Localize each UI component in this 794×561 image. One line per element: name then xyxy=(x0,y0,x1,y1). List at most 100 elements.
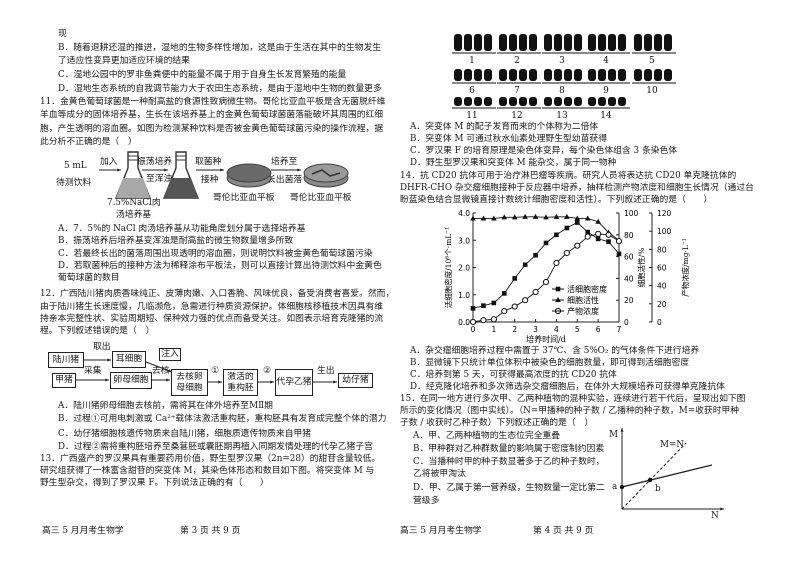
question-12-text: 程。下列叙述错误的是（ ） xyxy=(40,326,155,336)
m-axis-label: M xyxy=(609,430,619,440)
question-11-text: 羊血等成分的固体培养基，生长在该培养基上的金黄色葡萄球菌菌落能破坏其周围的红细 xyxy=(40,110,384,120)
y-axis-label: 活细胞密度/10⁶个·mL⁻¹ xyxy=(443,227,453,309)
chromosome-number: 4 xyxy=(603,56,609,66)
y-tick-label: 20 xyxy=(657,300,667,309)
enucleate-label: 去核 xyxy=(152,366,170,376)
chromosome-group-1: 1 xyxy=(452,34,496,66)
option-line: C．湿地公园中的罗非鱼粪便中的能量不属于用于自身生长发育繁殖的能量 xyxy=(58,70,347,80)
q11-option: 葡萄球菌的数目 xyxy=(58,273,120,283)
chromosome-group-2: 2 xyxy=(497,34,541,66)
question-13-text: 研究组获得了一株富含甜苷的突变体 M，其染色体形态和数目如下图。将突变体 M 与 xyxy=(40,466,375,476)
blood-agar-plate-colonies xyxy=(303,163,349,188)
chromosome-group-10: 10 xyxy=(632,69,676,96)
data-point xyxy=(501,291,507,296)
footer-page-number: 第 4 页 共 9 页 xyxy=(533,526,594,536)
arrow-add-head xyxy=(117,168,121,172)
data-point xyxy=(615,238,623,245)
box-reconstructed-embryo: 激活的重构胚 xyxy=(223,369,258,396)
data-point xyxy=(574,242,581,249)
q15-option: D．甲、乙属于第一营养级，生物数量一定比第二 xyxy=(413,483,605,493)
chromosome-number: 8 xyxy=(559,86,565,96)
y-tick-label: 20 xyxy=(624,296,634,305)
data-point xyxy=(605,231,612,238)
data-point xyxy=(501,214,508,220)
plate-label-2: 哥伦比亚血平板 xyxy=(290,193,352,203)
cell-culture-chart: 0.01.02.03.04.0活细胞密度/10⁶个·mL⁻¹0204060801… xyxy=(443,209,690,344)
box-surrogate-pig: 代孕乙猪 xyxy=(275,369,313,396)
arrow-take-head xyxy=(107,358,111,362)
point-b-label: b xyxy=(655,484,661,494)
y-tick-label: 60 xyxy=(624,253,634,262)
question-15-text: 所示的变化情况（图中实线）。（N=甲播种的种子数 / 乙播种的种子数，M=收获时… xyxy=(400,406,740,416)
data-point xyxy=(585,229,591,235)
point-a xyxy=(619,484,625,490)
q14-option: C．培养到第 5 天，可获得最高浓度的抗 CD20 抗体 xyxy=(410,370,617,380)
option-line: 现 xyxy=(58,29,67,39)
box-pig-jia: 甲猪 xyxy=(52,373,76,388)
y-tick-label: 40 xyxy=(657,282,667,291)
question-14-text: 盼蓝染色结合显微镜直接计数统计细胞密度和活性）。下列叙述正确的是（ ） xyxy=(400,195,713,205)
q15-option: 乙将被甲淘汰 xyxy=(413,469,466,479)
data-point xyxy=(470,215,476,221)
n-axis-head xyxy=(720,507,724,511)
arrow-shake-head xyxy=(164,168,168,172)
data-point xyxy=(584,215,591,221)
x-tick-label: 4 xyxy=(554,325,559,334)
q11-option: A．7．5%的 NaCl 肉汤培养基从功能角度划分属于选择培养基 xyxy=(58,224,306,234)
q15-option: B．甲种群对乙种群数量的影响属于密度制约因素 xyxy=(413,444,605,454)
sample-amount: 5 mL xyxy=(64,161,87,171)
shake-label: 振荡培养 xyxy=(137,157,173,167)
chromosome-group-11: 11 xyxy=(452,97,496,121)
chromosome-group-8: 8 xyxy=(542,69,586,96)
q14-option: D．经克隆化培养和多次筛选杂交瘤细胞后，在体外大规模培养可获得单克隆抗体 xyxy=(410,382,725,392)
arrow-birth-head xyxy=(333,380,337,384)
inoculate-label: 接种 xyxy=(201,175,219,185)
q15-option: A．甲、乙两种植物的生态位完全重叠 xyxy=(413,431,561,441)
chromosome-number: 11 xyxy=(466,111,477,121)
q12-option: D．过程②需将重构胚培养至桑葚胚或囊胚期再植入同期发情处理的代孕乙猪子宫 xyxy=(58,442,373,452)
arrow-collect-head xyxy=(105,378,109,382)
data-point xyxy=(564,225,570,231)
legend-label: 产物浓度 xyxy=(567,306,599,316)
data-point xyxy=(480,317,487,324)
data-point xyxy=(574,215,581,221)
y-tick-label: 0.0 xyxy=(458,318,470,327)
series-2: 产物浓度 xyxy=(469,230,623,326)
legend-label: 细胞活性 xyxy=(567,295,599,305)
y-tick-label: 80 xyxy=(657,245,667,254)
q11-option: B．振荡培养后培养基变浑浊是耐高盐的微生物数量增多所致 xyxy=(58,236,294,246)
data-point xyxy=(532,213,539,219)
chromosome-number: 3 xyxy=(559,56,565,66)
chromosome-number: 2 xyxy=(514,56,520,66)
question-13-text: 13．广西盛产的罗汉果具有重要药用价值，野生型罗汉果（2n=28）的甜苷含量较低… xyxy=(40,454,381,464)
blood-agar-plate xyxy=(226,163,272,188)
chromosome-group-9: 9 xyxy=(586,69,630,96)
medium-label: 7.5%NaCl肉 xyxy=(107,198,161,208)
footer-title: 高三 5 月月考生物学 xyxy=(42,526,124,536)
y-tick-label: 2.0 xyxy=(458,264,470,273)
box-ear-cell: 耳细胞 xyxy=(112,351,146,368)
q12-option: A．陆川猪卵母细胞去核前，需将其在体外培养至MⅡ期 xyxy=(58,401,273,411)
data-point xyxy=(501,308,508,315)
y-axis-label: 产物浓度/mg·L⁻¹ xyxy=(680,238,690,297)
chromosome-number: 9 xyxy=(603,86,609,96)
grow-label-2: 长出菌落 xyxy=(267,175,303,185)
question-14-text: 14．抗 CD20 抗体可用于治疗淋巴瘤等疾病。研究人员将表达抗 CD20 单克… xyxy=(400,171,737,181)
y-tick-label: 60 xyxy=(657,264,667,273)
box-inject: 注入 xyxy=(159,348,181,361)
data-point xyxy=(543,214,549,220)
chromosome-group-12: 12 xyxy=(497,97,541,121)
data-point xyxy=(595,218,601,224)
chromosome-group-4: 4 xyxy=(586,34,630,66)
data-point xyxy=(490,316,497,323)
box-luchuan-pig: 陆川猪 xyxy=(48,352,84,368)
box-enucleated-oocyte: 去核卵母细胞 xyxy=(171,369,208,396)
legend-label: 活细胞密度 xyxy=(567,284,607,294)
arrow-step2-head xyxy=(270,380,274,384)
arrow-step1-head xyxy=(218,380,222,384)
data-point xyxy=(563,249,570,257)
y-tick-label: 4.0 xyxy=(458,209,470,218)
m-equals-n-dashed-line xyxy=(621,442,687,510)
q15-option: C．当播种时甲的种子数显著多于乙的种子数时， xyxy=(413,457,605,467)
